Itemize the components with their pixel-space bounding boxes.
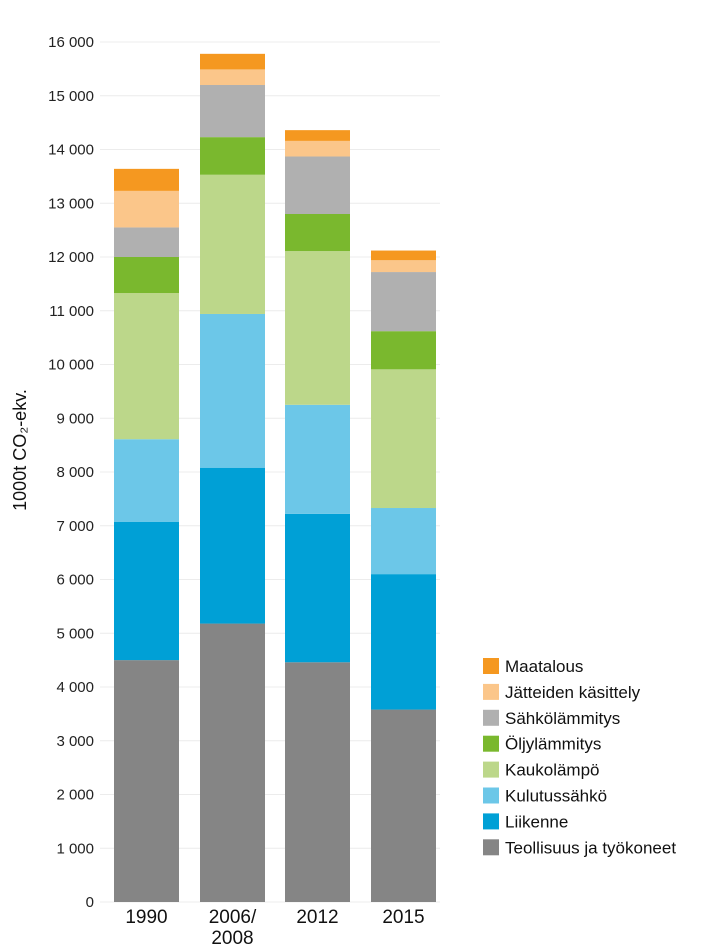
bar-segment bbox=[371, 369, 436, 509]
bar-segment bbox=[200, 53, 265, 70]
y-tick-label: 15 000 bbox=[48, 88, 94, 105]
y-tick-label: 6 000 bbox=[56, 572, 94, 589]
y-tick-label: 7 000 bbox=[56, 518, 94, 535]
y-tick-label: 9 000 bbox=[56, 410, 94, 427]
bar-segment bbox=[371, 508, 436, 575]
legend-label: Kulutussähkö bbox=[505, 787, 607, 806]
bar-segment bbox=[371, 331, 436, 370]
legend-swatch bbox=[483, 709, 499, 726]
x-tick-label: 2015 bbox=[382, 907, 424, 928]
bar-segment bbox=[200, 174, 265, 314]
legend-swatch bbox=[483, 813, 499, 830]
y-tick-label: 16 000 bbox=[48, 34, 94, 51]
bars bbox=[114, 53, 436, 902]
y-tick-label: 1 000 bbox=[56, 840, 94, 857]
bar-segment bbox=[200, 85, 265, 138]
bar-segment bbox=[200, 623, 265, 902]
legend-swatch bbox=[483, 787, 499, 804]
bar-segment bbox=[285, 156, 350, 214]
bar-segment bbox=[371, 709, 436, 902]
bar-segment bbox=[285, 214, 350, 252]
legend-label: Teollisuus ja työkoneet bbox=[505, 838, 676, 857]
bar-segment bbox=[285, 662, 350, 902]
legend-label: Kaukolämpö bbox=[505, 761, 600, 780]
y-tick-label: 11 000 bbox=[49, 303, 94, 320]
bar-segment bbox=[285, 404, 350, 514]
bar-segment bbox=[285, 140, 350, 157]
x-tick-label-line2: 2008 bbox=[211, 928, 253, 947]
legend-label: Liikenne bbox=[505, 812, 568, 831]
legend-label: Maatalous bbox=[505, 657, 583, 676]
bar-segment bbox=[285, 251, 350, 405]
y-tick-label: 14 000 bbox=[48, 142, 94, 159]
bar-segment bbox=[200, 467, 265, 624]
y-tick-label: 3 000 bbox=[56, 733, 94, 750]
y-tick-label: 8 000 bbox=[56, 464, 94, 481]
x-tick-label: 1990 bbox=[125, 907, 167, 928]
bar-segment bbox=[114, 190, 179, 228]
bar-segment bbox=[371, 272, 436, 332]
legend-swatch bbox=[483, 683, 499, 700]
y-axis-label: 1000t CO₂-ekv. bbox=[10, 389, 30, 511]
bar-segment bbox=[200, 69, 265, 85]
y-tick-label: 0 bbox=[86, 894, 94, 911]
y-tick-label: 5 000 bbox=[56, 625, 94, 642]
legend-swatch bbox=[483, 658, 499, 674]
y-tick-label: 2 000 bbox=[56, 787, 94, 804]
y-axis-ticks: 0 1 000 2 000 3 000 4 000 5 000 6 000 7 000 8 00… bbox=[48, 34, 94, 911]
y-tick-label: 13 000 bbox=[48, 195, 94, 212]
y-tick-label: 10 000 bbox=[48, 357, 94, 374]
legend-label: Öljylämmitys bbox=[505, 735, 601, 754]
bar-segment bbox=[371, 250, 436, 261]
bar-segment bbox=[371, 574, 436, 710]
y-tick-label: 4 000 bbox=[56, 679, 94, 696]
bar-segment bbox=[200, 137, 265, 175]
x-axis-ticks: 1990 2006/2008 2012 2015 bbox=[125, 907, 424, 947]
x-tick-label: 2012 bbox=[296, 907, 338, 928]
y-tick-label: 12 000 bbox=[48, 249, 94, 266]
bar-segment bbox=[114, 293, 179, 440]
bar-segment bbox=[285, 130, 350, 141]
bar-segment bbox=[114, 521, 179, 661]
bar-segment bbox=[200, 313, 265, 468]
legend: Maatalous Jätteiden käsittely Sähkölämmity… bbox=[483, 657, 676, 857]
legend-label: Jätteiden käsittely bbox=[505, 683, 641, 702]
legend-swatch bbox=[483, 735, 499, 752]
bar-segment bbox=[114, 439, 179, 522]
x-tick-label: 2006/ bbox=[209, 907, 257, 928]
legend-swatch bbox=[483, 839, 499, 856]
legend-swatch bbox=[483, 761, 499, 778]
bar-segment bbox=[371, 260, 436, 273]
bar-segment bbox=[114, 227, 179, 257]
bar-segment bbox=[114, 660, 179, 902]
bar-segment bbox=[114, 168, 179, 191]
legend-label: Sähkölämmitys bbox=[505, 709, 620, 728]
bar-segment bbox=[285, 513, 350, 663]
bar-segment bbox=[114, 257, 179, 294]
